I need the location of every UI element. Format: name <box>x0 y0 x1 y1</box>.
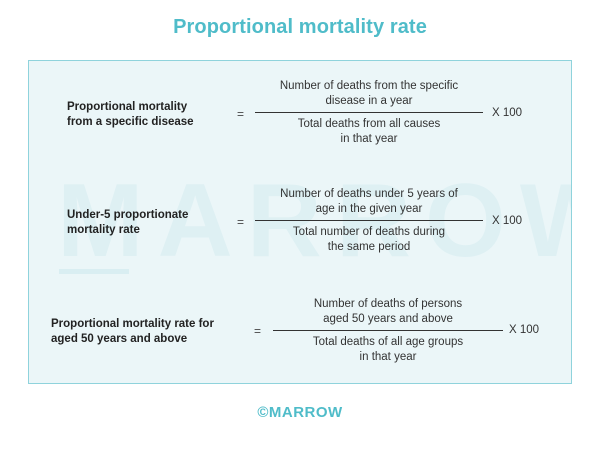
fraction-bar <box>255 220 483 221</box>
formula-label-line: Proportional mortality <box>67 101 188 113</box>
equals-sign: = <box>237 107 245 121</box>
equals-sign: = <box>254 324 262 338</box>
formula-label-line: Proportional mortality rate for <box>51 318 214 330</box>
formula-row: Under-5 proportionate mortality rate = N… <box>29 183 571 263</box>
numerator-line: age in the given year <box>315 203 423 215</box>
formula-label-line: aged 50 years and above <box>51 333 188 345</box>
numerator: Number of deaths from the specific disea… <box>255 79 483 112</box>
denominator-line: the same period <box>327 241 411 253</box>
denominator: Total deaths of all age groups in that y… <box>273 331 503 365</box>
formula-label-line: mortality rate <box>67 224 140 236</box>
fraction-bar <box>255 112 483 113</box>
numerator: Number of deaths under 5 years of age in… <box>255 187 483 220</box>
page-title: Proportional mortality rate <box>173 16 427 38</box>
equals-sign: = <box>237 215 245 229</box>
formula-panel: MARROW Proportional mortality from a spe… <box>28 60 572 384</box>
formula-label-line: from a specific disease <box>67 116 194 128</box>
denominator-line: Total number of deaths during <box>292 226 446 238</box>
fraction-bar <box>273 330 503 331</box>
watermark-underline <box>59 269 129 274</box>
formula-label: Proportional mortality rate for aged 50 … <box>51 317 214 347</box>
denominator: Total number of deaths during the same p… <box>255 221 483 255</box>
denominator-line: Total deaths from all causes <box>297 118 441 130</box>
numerator-line: Number of deaths of persons <box>313 298 463 310</box>
denominator-line: in that year <box>340 133 398 145</box>
multiplier: X 100 <box>509 324 540 336</box>
watermark-logo: MARROW <box>57 163 571 279</box>
numerator: Number of deaths of persons aged 50 year… <box>273 297 503 330</box>
numerator-line: aged 50 years and above <box>323 313 453 325</box>
fraction: Number of deaths from the specific disea… <box>255 79 483 147</box>
denominator: Total deaths from all causes in that yea… <box>255 113 483 147</box>
formula-label: Proportional mortality from a specific d… <box>67 100 194 130</box>
formula-label-line: Under-5 proportionate <box>67 209 189 221</box>
numerator-line: Number of deaths under 5 years of <box>280 188 458 200</box>
formula-label: Under-5 proportionate mortality rate <box>67 208 188 238</box>
fraction: Number of deaths under 5 years of age in… <box>255 187 483 255</box>
numerator-line: disease in a year <box>325 95 413 107</box>
multiplier: X 100 <box>492 107 523 119</box>
copyright-footer: ©MARROW <box>257 404 343 421</box>
formula-row: Proportional mortality from a specific d… <box>29 75 571 155</box>
denominator-line: Total deaths of all age groups <box>312 336 464 348</box>
denominator-line: in that year <box>359 351 417 363</box>
numerator-line: Number of deaths from the specific <box>279 80 459 92</box>
multiplier: X 100 <box>492 215 523 227</box>
formula-row: Proportional mortality rate for aged 50 … <box>29 293 571 373</box>
fraction: Number of deaths of persons aged 50 year… <box>273 297 503 365</box>
